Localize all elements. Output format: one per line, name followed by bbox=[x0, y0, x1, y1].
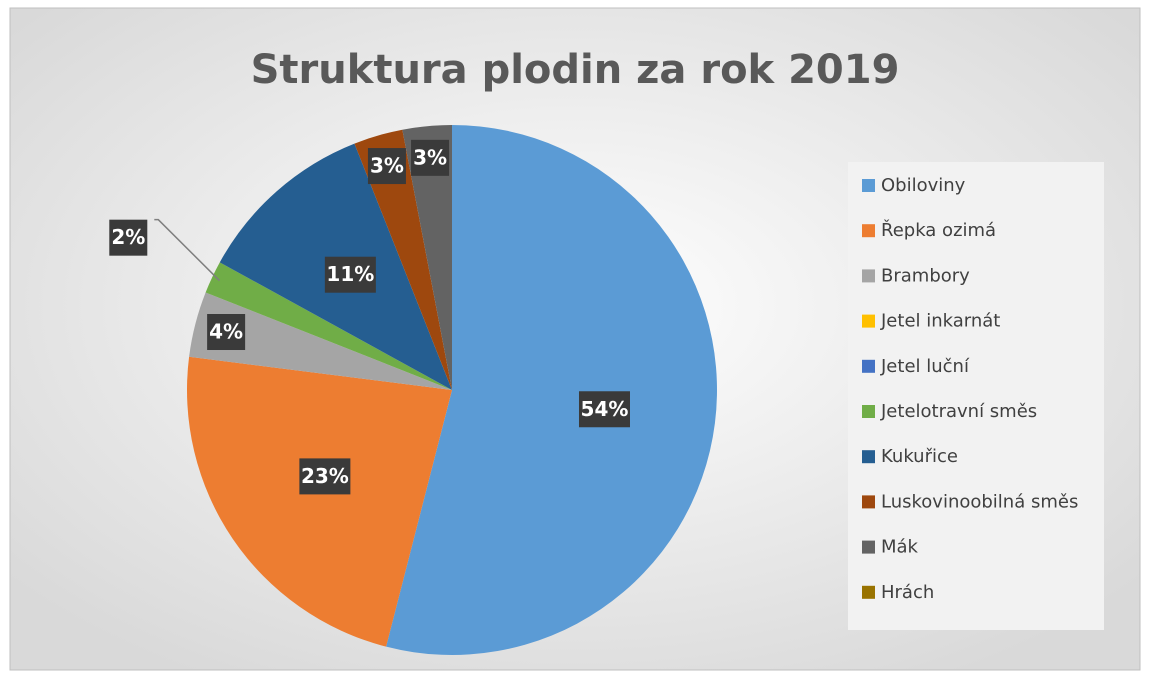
legend-label: Mák bbox=[881, 537, 919, 558]
legend-label: Jetel luční bbox=[880, 356, 970, 377]
legend-swatch bbox=[862, 359, 875, 373]
data-label: 3% bbox=[413, 145, 447, 169]
legend-swatch bbox=[862, 314, 875, 328]
data-label-box bbox=[411, 139, 450, 176]
pie-slice bbox=[189, 292, 452, 390]
data-label-box bbox=[207, 314, 246, 351]
pie-slice bbox=[187, 356, 452, 647]
legend-label: Brambory bbox=[881, 265, 970, 286]
legend bbox=[848, 162, 1104, 630]
legend-swatch bbox=[862, 585, 875, 599]
legend-label: Hrách bbox=[881, 582, 934, 603]
legend-swatch bbox=[862, 540, 875, 554]
data-label-box bbox=[367, 148, 406, 185]
legend-label: Řepka ozimá bbox=[881, 219, 996, 241]
data-label: 11% bbox=[326, 262, 374, 286]
data-label: 4% bbox=[209, 320, 243, 344]
pie-slice bbox=[402, 125, 452, 390]
legend-swatch bbox=[862, 179, 875, 192]
data-label-box bbox=[324, 256, 376, 293]
data-label: 2% bbox=[111, 225, 145, 249]
pie-slice bbox=[205, 262, 452, 390]
legend-label: Luskovinoobilná směs bbox=[881, 491, 1078, 512]
legend-swatch bbox=[862, 450, 875, 464]
data-label: 23% bbox=[301, 464, 349, 488]
data-label-box bbox=[299, 458, 351, 495]
legend-swatch bbox=[862, 224, 875, 238]
pie-slice bbox=[354, 129, 452, 390]
data-label: 54% bbox=[581, 397, 629, 421]
legend-swatch bbox=[862, 405, 875, 418]
leader-line bbox=[154, 218, 220, 282]
legend-swatch bbox=[862, 495, 875, 509]
data-label: 3% bbox=[370, 154, 404, 178]
data-label-box bbox=[578, 391, 630, 428]
pie-slice bbox=[386, 125, 717, 655]
legend-label: Jetelotravní směs bbox=[880, 401, 1037, 422]
data-label-box bbox=[109, 219, 148, 256]
legend-label: Obiloviny bbox=[881, 175, 966, 196]
chart-title: Struktura plodin za rok 2019 bbox=[251, 47, 900, 93]
legend-swatch bbox=[862, 269, 875, 283]
legend-label: Jetel inkarnát bbox=[880, 311, 1000, 332]
legend-label: Kukuřice bbox=[881, 446, 958, 467]
